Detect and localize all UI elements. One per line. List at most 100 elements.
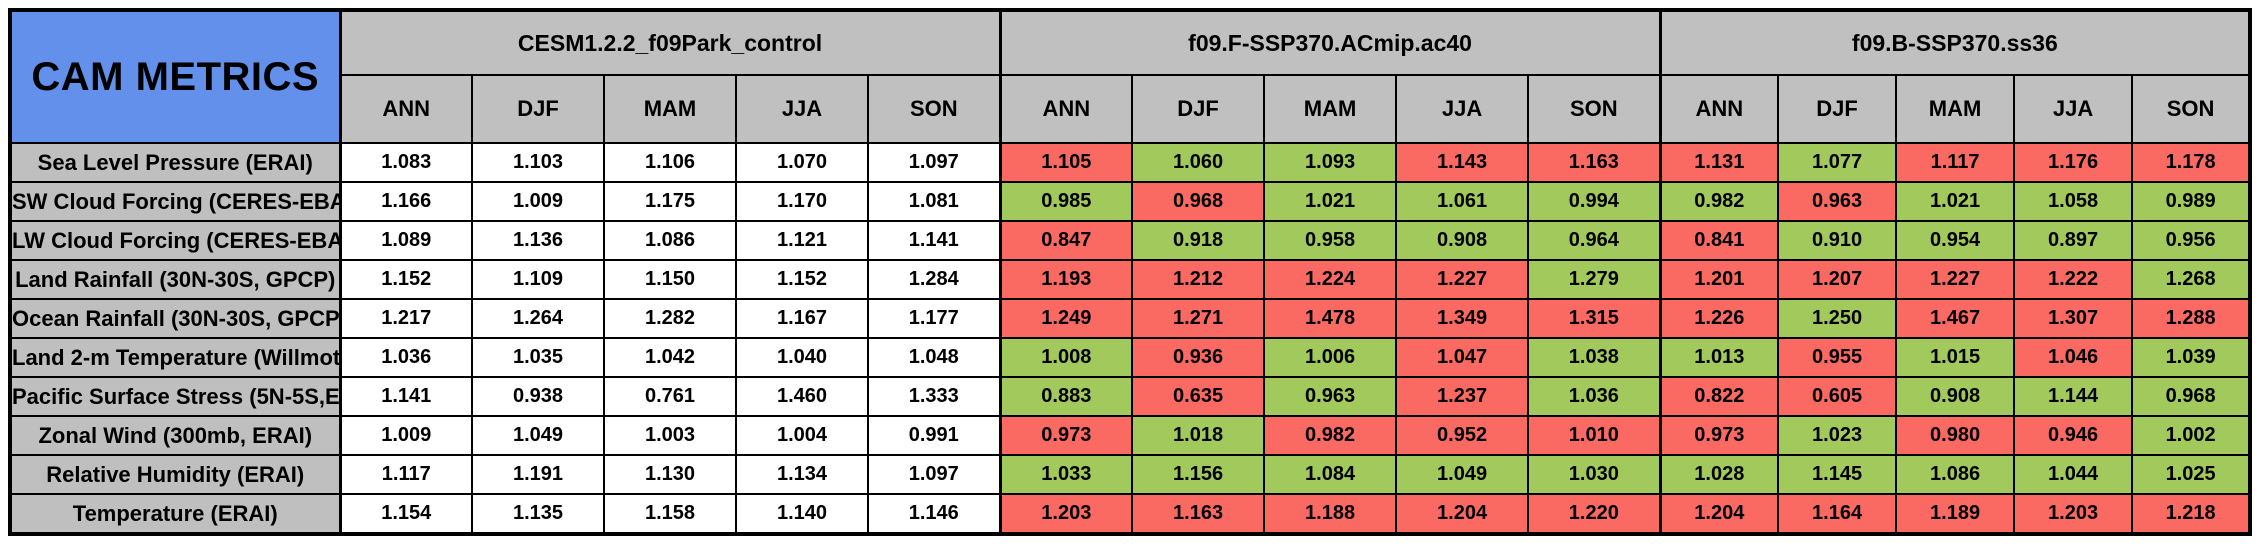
season-header: DJF bbox=[1777, 74, 1898, 144]
value-cell: 1.222 bbox=[2013, 259, 2134, 300]
value-cell: 0.973 bbox=[1658, 415, 1780, 456]
value-cell: 1.049 bbox=[471, 415, 605, 456]
season-header-row: ANN DJF MAM JJA SON ANN DJF MAM JJA SON … bbox=[10, 74, 2252, 144]
value-cell: 1.013 bbox=[1658, 337, 1780, 378]
value-cell: 0.897 bbox=[2013, 220, 2134, 261]
value-cell: 1.204 bbox=[1395, 493, 1530, 535]
value-cell: 0.946 bbox=[2013, 415, 2134, 456]
value-cell: 0.968 bbox=[1131, 181, 1266, 222]
value-cell: 1.264 bbox=[471, 298, 605, 339]
value-cell: 1.144 bbox=[2013, 376, 2134, 417]
value-cell: 1.048 bbox=[866, 337, 1002, 378]
value-cell: 1.021 bbox=[1895, 181, 2016, 222]
season-header: MAM bbox=[1895, 74, 2016, 144]
table-row: Temperature (ERAI) 1.154 1.135 1.158 1.140 1.… bbox=[9, 493, 2252, 535]
value-cell: 0.841 bbox=[1658, 220, 1780, 261]
value-cell: 1.467 bbox=[1895, 298, 2016, 339]
value-cell: 0.963 bbox=[1777, 181, 1898, 222]
value-cell: 1.003 bbox=[603, 415, 737, 456]
value-cell: 1.097 bbox=[866, 454, 1002, 495]
value-cell: 1.060 bbox=[1131, 142, 1266, 183]
value-cell: 1.227 bbox=[1895, 259, 2016, 300]
row-label: Sea Level Pressure (ERAI) bbox=[9, 142, 341, 183]
value-cell: 0.963 bbox=[1263, 376, 1398, 417]
value-cell: 1.227 bbox=[1395, 259, 1530, 300]
value-cell: 1.282 bbox=[603, 298, 737, 339]
row-label: LW Cloud Forcing (CERES-EBAF) bbox=[9, 220, 341, 261]
value-cell: 0.908 bbox=[1395, 220, 1530, 261]
table-row: Pacific Surface Stress (5N-5S,ERS)1.141 0… bbox=[9, 376, 2252, 417]
season-header: ANN bbox=[1658, 74, 1780, 144]
value-cell: 1.152 bbox=[735, 259, 869, 300]
value-cell: 1.166 bbox=[338, 181, 473, 222]
value-cell: 1.478 bbox=[1263, 298, 1398, 339]
value-cell: 1.097 bbox=[866, 142, 1002, 183]
value-cell: 0.991 bbox=[866, 415, 1002, 456]
value-cell: 1.008 bbox=[998, 337, 1134, 378]
value-cell: 1.061 bbox=[1395, 181, 1530, 222]
value-cell: 1.307 bbox=[2013, 298, 2134, 339]
column-group-header-b-case: f09.B-SSP370.ss36 bbox=[1658, 9, 2252, 76]
value-cell: 1.212 bbox=[1131, 259, 1266, 300]
value-cell: 1.047 bbox=[1395, 337, 1530, 378]
value-cell: 1.081 bbox=[866, 181, 1002, 222]
value-cell: 1.117 bbox=[338, 454, 473, 495]
value-cell: 1.146 bbox=[866, 493, 1002, 535]
value-cell: 1.158 bbox=[603, 493, 737, 535]
value-cell: 1.141 bbox=[866, 220, 1002, 261]
row-label: Pacific Surface Stress (5N-5S,ERS) bbox=[9, 376, 341, 417]
season-header: SON bbox=[866, 74, 1002, 144]
column-group-header-control: CESM1.2.2_f09Park_control bbox=[338, 9, 1002, 76]
value-cell: 1.010 bbox=[1527, 415, 1662, 456]
value-cell: 1.021 bbox=[1263, 181, 1398, 222]
value-cell: 0.985 bbox=[998, 181, 1134, 222]
value-cell: 0.964 bbox=[1527, 220, 1662, 261]
value-cell: 1.006 bbox=[1263, 337, 1398, 378]
value-cell: 0.910 bbox=[1777, 220, 1898, 261]
value-cell: 0.980 bbox=[1895, 415, 2016, 456]
value-cell: 1.009 bbox=[471, 181, 605, 222]
season-header: JJA bbox=[1395, 74, 1530, 144]
season-header: ANN bbox=[998, 74, 1134, 144]
value-cell: 1.093 bbox=[1263, 142, 1398, 183]
value-cell: 1.046 bbox=[2013, 337, 2134, 378]
value-cell: 1.131 bbox=[1658, 142, 1780, 183]
value-cell: 1.203 bbox=[998, 493, 1134, 535]
value-cell: 1.025 bbox=[2131, 454, 2252, 495]
value-cell: 1.009 bbox=[338, 415, 473, 456]
value-cell: 1.237 bbox=[1395, 376, 1530, 417]
value-cell: 0.989 bbox=[2131, 181, 2252, 222]
value-cell: 0.908 bbox=[1895, 376, 2016, 417]
value-cell: 0.982 bbox=[1658, 181, 1780, 222]
value-cell: 1.049 bbox=[1395, 454, 1530, 495]
group-header-row: CAM METRICS CESM1.2.2_f09Park_control f0… bbox=[9, 9, 2252, 144]
value-cell: 1.023 bbox=[1777, 415, 1898, 456]
value-cell: 1.189 bbox=[1895, 493, 2016, 535]
value-cell: 1.349 bbox=[1395, 298, 1530, 339]
value-cell: 0.822 bbox=[1658, 376, 1780, 417]
value-cell: 1.163 bbox=[1527, 142, 1662, 183]
value-cell: 1.145 bbox=[1777, 454, 1898, 495]
value-cell: 1.033 bbox=[998, 454, 1134, 495]
value-cell: 1.134 bbox=[735, 454, 869, 495]
value-cell: 1.218 bbox=[2131, 493, 2252, 535]
value-cell: 0.635 bbox=[1131, 376, 1266, 417]
value-cell: 1.271 bbox=[1131, 298, 1266, 339]
value-cell: 1.150 bbox=[603, 259, 737, 300]
value-cell: 1.141 bbox=[338, 376, 473, 417]
value-cell: 0.982 bbox=[1263, 415, 1398, 456]
value-cell: 1.103 bbox=[471, 142, 605, 183]
value-cell: 1.002 bbox=[2131, 415, 2252, 456]
value-cell: 1.036 bbox=[1527, 376, 1662, 417]
value-cell: 1.224 bbox=[1263, 259, 1398, 300]
value-cell: 1.315 bbox=[1527, 298, 1662, 339]
table-row: LW Cloud Forcing (CERES-EBAF) 1.089 1.136 1… bbox=[9, 220, 2252, 261]
value-cell: 1.203 bbox=[2013, 493, 2134, 535]
value-cell: 1.152 bbox=[338, 259, 473, 300]
value-cell: 1.191 bbox=[471, 454, 605, 495]
value-cell: 1.038 bbox=[1527, 337, 1662, 378]
value-cell: 1.217 bbox=[338, 298, 473, 339]
value-cell: 1.036 bbox=[338, 337, 473, 378]
row-label: SW Cloud Forcing (CERES-EBAF) bbox=[9, 181, 341, 222]
